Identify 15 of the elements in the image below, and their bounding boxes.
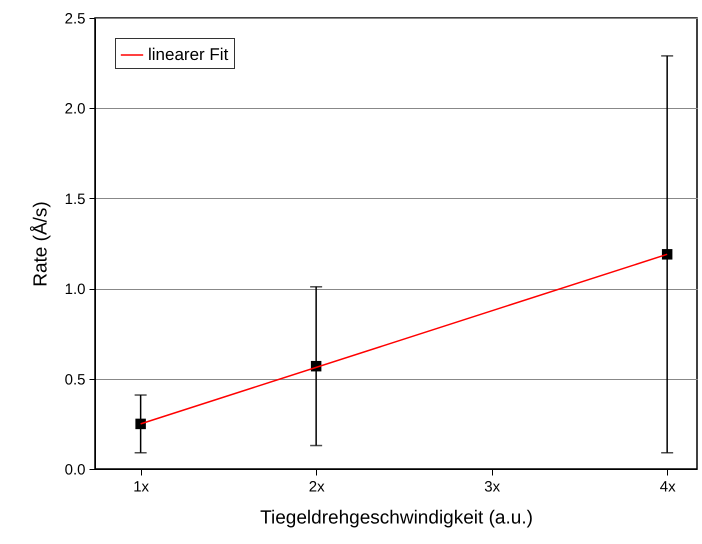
y-tick-label: 2.0 — [64, 100, 86, 118]
x-axis-title: Tiegeldrehgeschwindigkeit (a.u.) — [260, 508, 533, 528]
x-tick-label: 4x — [660, 478, 676, 496]
point — [662, 249, 672, 260]
y-tick-label: 2.5 — [64, 10, 86, 28]
x-tick-label: 2x — [308, 478, 326, 496]
y-tick-label: 0.0 — [64, 462, 86, 478]
y-tick-label: 0.5 — [64, 371, 86, 388]
legend-label: linearer Fit — [148, 45, 229, 64]
y-tick-label: 1.5 — [64, 190, 86, 208]
y-axis-title: Rate (Å/s) — [30, 201, 52, 287]
x-tick-label: 3x — [484, 478, 501, 496]
y-tick-label: 1.0 — [64, 281, 86, 298]
x-tick-label: 1x — [133, 478, 150, 496]
point — [135, 418, 146, 430]
